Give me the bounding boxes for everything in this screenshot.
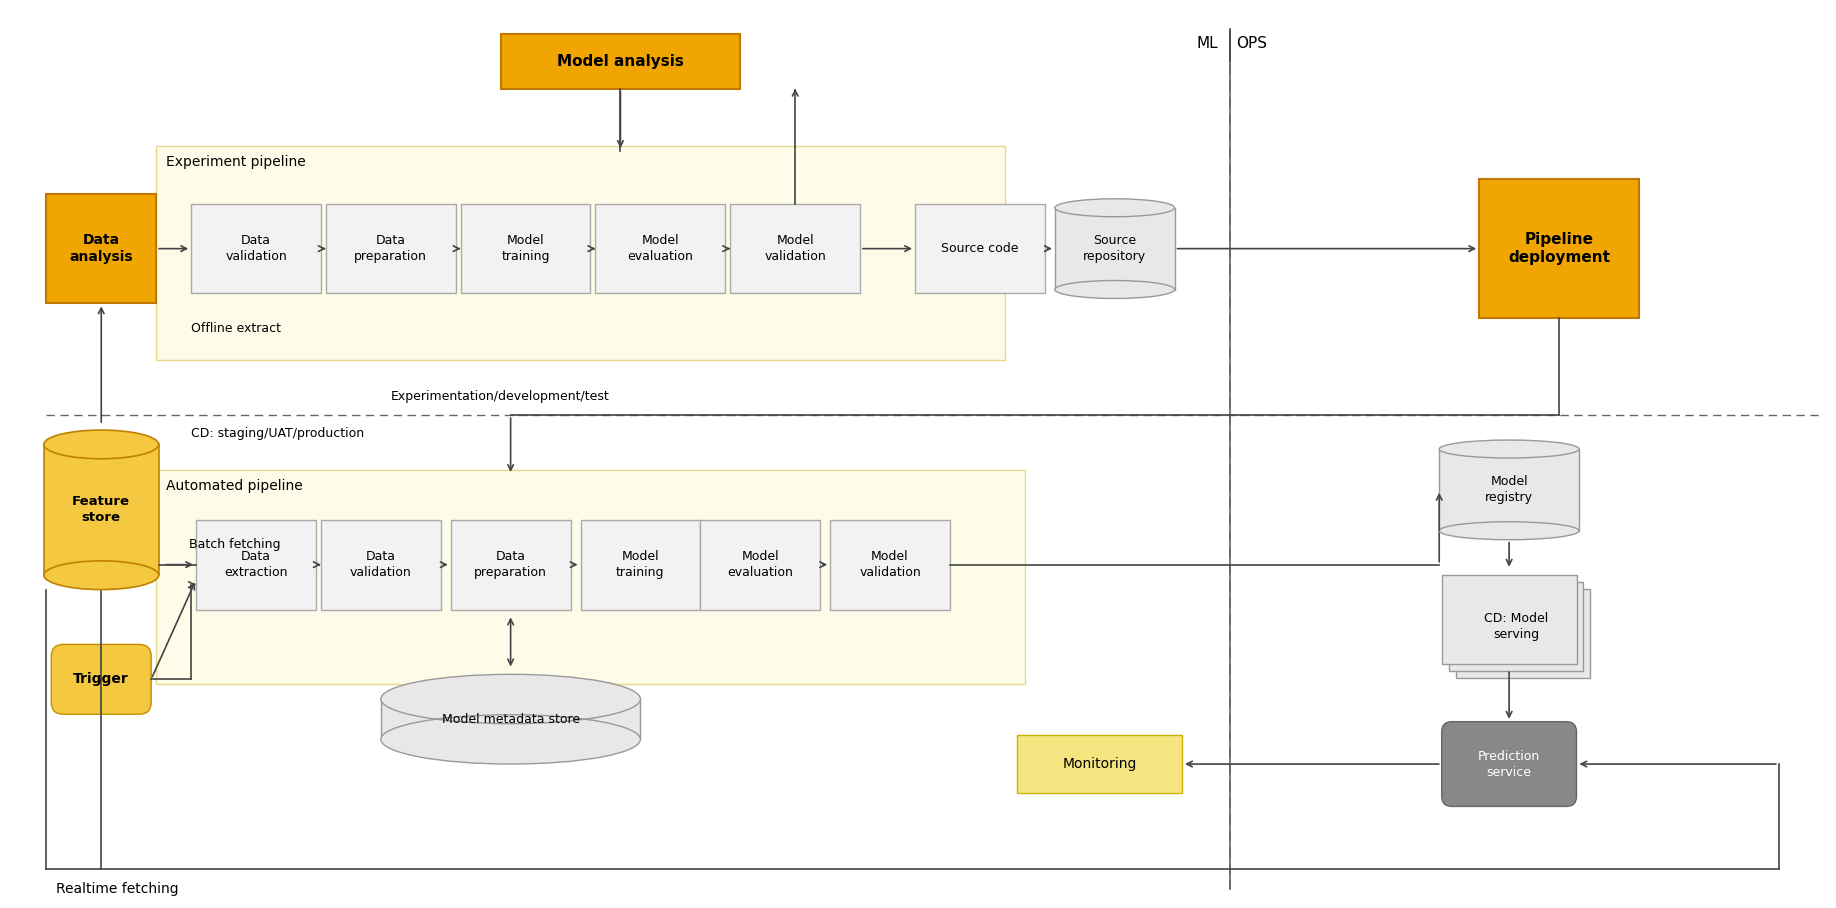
Text: Pipeline
deployment: Pipeline deployment bbox=[1507, 232, 1610, 265]
Ellipse shape bbox=[44, 430, 158, 459]
Text: Model
validation: Model validation bbox=[859, 550, 922, 579]
Bar bbox=[700, 519, 821, 609]
Text: Data
analysis: Data analysis bbox=[70, 233, 132, 264]
Bar bbox=[731, 203, 859, 293]
Bar bbox=[156, 470, 1024, 685]
FancyBboxPatch shape bbox=[51, 645, 151, 715]
Ellipse shape bbox=[44, 561, 158, 589]
Bar bbox=[595, 203, 725, 293]
Bar bbox=[44, 444, 158, 576]
Text: Automated pipeline: Automated pipeline bbox=[165, 479, 303, 493]
Ellipse shape bbox=[1439, 522, 1579, 539]
Text: Data
validation: Data validation bbox=[226, 234, 286, 263]
Bar bbox=[1480, 179, 1640, 319]
Bar bbox=[1449, 582, 1583, 671]
Ellipse shape bbox=[1439, 440, 1579, 458]
Bar bbox=[196, 519, 316, 609]
Text: Realtime fetching: Realtime fetching bbox=[57, 882, 178, 895]
Bar bbox=[1056, 208, 1175, 290]
Text: Data
extraction: Data extraction bbox=[224, 550, 288, 579]
Bar bbox=[830, 519, 949, 609]
Text: Source
repository: Source repository bbox=[1083, 234, 1146, 263]
Bar bbox=[1456, 588, 1590, 678]
Bar bbox=[321, 519, 441, 609]
Bar bbox=[914, 203, 1045, 293]
FancyBboxPatch shape bbox=[1441, 722, 1577, 806]
Bar bbox=[380, 699, 641, 739]
Text: CD: staging/UAT/production: CD: staging/UAT/production bbox=[191, 427, 364, 440]
Text: Model
validation: Model validation bbox=[764, 234, 826, 263]
Text: Model
training: Model training bbox=[617, 550, 665, 579]
Text: Data
validation: Data validation bbox=[351, 550, 411, 579]
Bar bbox=[191, 203, 321, 293]
Bar bbox=[450, 519, 571, 609]
Bar bbox=[1439, 449, 1579, 531]
Text: Model
evaluation: Model evaluation bbox=[727, 550, 793, 579]
Text: Trigger: Trigger bbox=[73, 672, 129, 686]
Text: ML: ML bbox=[1197, 35, 1219, 51]
Text: CD: Model
serving: CD: Model serving bbox=[1483, 612, 1548, 641]
Ellipse shape bbox=[380, 675, 641, 724]
Text: OPS: OPS bbox=[1236, 35, 1267, 51]
Bar bbox=[46, 193, 156, 303]
Bar bbox=[1017, 735, 1182, 793]
Text: Monitoring: Monitoring bbox=[1063, 757, 1136, 771]
Text: Offline extract: Offline extract bbox=[191, 321, 281, 335]
Bar bbox=[327, 203, 455, 293]
Ellipse shape bbox=[380, 715, 641, 764]
Bar bbox=[156, 146, 1004, 360]
Text: Model analysis: Model analysis bbox=[556, 54, 683, 69]
Text: Feature
store: Feature store bbox=[72, 496, 130, 524]
Text: Experiment pipeline: Experiment pipeline bbox=[165, 155, 307, 169]
Text: Batch fetching: Batch fetching bbox=[189, 538, 281, 551]
Text: Model
evaluation: Model evaluation bbox=[628, 234, 694, 263]
Bar bbox=[1441, 575, 1577, 665]
Ellipse shape bbox=[1056, 199, 1175, 217]
Bar bbox=[501, 34, 740, 89]
Bar bbox=[461, 203, 591, 293]
Text: Data
preparation: Data preparation bbox=[474, 550, 547, 579]
Ellipse shape bbox=[1056, 281, 1175, 299]
Text: Source code: Source code bbox=[942, 242, 1019, 255]
Text: Model
training: Model training bbox=[501, 234, 549, 263]
Bar bbox=[580, 519, 700, 609]
Text: Model
registry: Model registry bbox=[1485, 476, 1533, 504]
Text: Experimentation/development/test: Experimentation/development/test bbox=[391, 390, 610, 403]
Text: Model metadata store: Model metadata store bbox=[441, 713, 580, 725]
Text: Prediction
service: Prediction service bbox=[1478, 749, 1540, 778]
Text: Data
preparation: Data preparation bbox=[354, 234, 428, 263]
